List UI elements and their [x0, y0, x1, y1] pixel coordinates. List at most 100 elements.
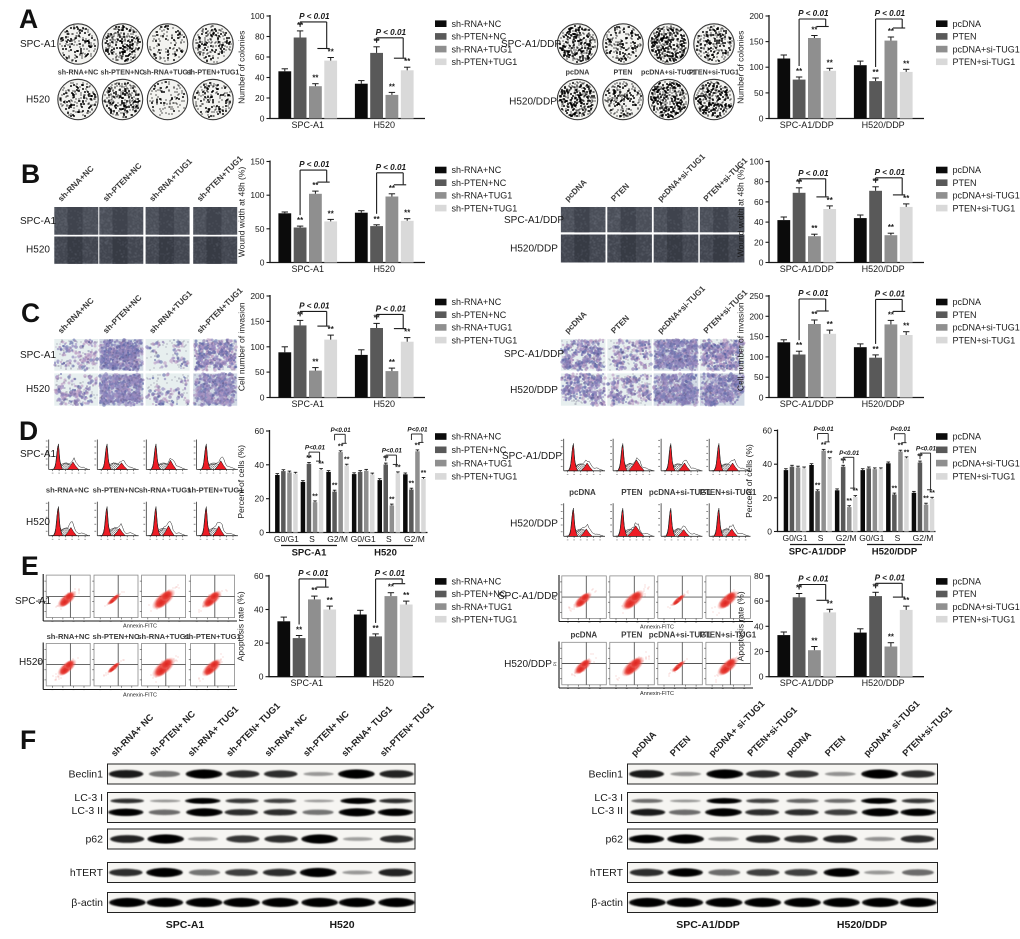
svg-text:G0/G1: G0/G1: [859, 533, 884, 543]
svg-text:50: 50: [754, 372, 764, 382]
svg-text:sh-RNA+NC: sh-RNA+NC: [452, 165, 502, 175]
svg-text:0: 0: [759, 114, 764, 124]
svg-text:sh-RNA+NC: sh-RNA+NC: [47, 632, 91, 641]
svg-text:**: **: [827, 450, 833, 457]
svg-text:**: **: [888, 223, 895, 232]
svg-text:D: D: [19, 416, 38, 446]
svg-text:0: 0: [259, 528, 264, 538]
svg-text:**: **: [853, 488, 859, 495]
svg-text:sh-PTEN+TUG1: sh-PTEN+TUG1: [452, 335, 518, 345]
svg-text:Annexin-FITC: Annexin-FITC: [640, 625, 674, 631]
svg-text:**: **: [338, 443, 344, 450]
svg-text:G0/G1: G0/G1: [274, 534, 299, 544]
svg-text:80: 80: [754, 571, 764, 581]
svg-text:150: 150: [250, 157, 264, 167]
svg-text:60: 60: [754, 197, 764, 207]
svg-text:**: **: [404, 328, 411, 337]
svg-text:P<0.01: P<0.01: [890, 426, 911, 433]
svg-text:150: 150: [749, 37, 763, 47]
svg-text:E: E: [21, 551, 39, 581]
svg-text:pcDNA: pcDNA: [569, 488, 596, 497]
svg-text:**: **: [903, 59, 910, 68]
svg-text:50: 50: [754, 88, 764, 98]
svg-text:**: **: [892, 486, 898, 493]
svg-text:sh-RNA+NC: sh-RNA+NC: [452, 432, 502, 442]
svg-text:**: **: [421, 470, 427, 477]
svg-text:G2/M: G2/M: [327, 534, 348, 544]
svg-text:**: **: [846, 498, 852, 505]
svg-text:P < 0.01: P < 0.01: [299, 160, 330, 169]
svg-text:sh-PTEN+TUG1: sh-PTEN+TUG1: [187, 69, 240, 77]
svg-text:**: **: [873, 345, 880, 354]
svg-text:sh-PTEN+TUG1: sh-PTEN+TUG1: [452, 57, 518, 67]
svg-text:SPC-A1/DDP: SPC-A1/DDP: [780, 678, 834, 688]
svg-text:PTEN+si-TUG1: PTEN+si-TUG1: [953, 472, 1016, 482]
svg-text:100: 100: [250, 11, 264, 21]
svg-text:40: 40: [754, 621, 764, 631]
svg-text:β-actin: β-actin: [71, 897, 103, 909]
svg-text:**: **: [404, 209, 411, 218]
svg-text:PTEN: PTEN: [953, 589, 977, 599]
svg-text:PI: PI: [553, 596, 558, 600]
svg-text:H520: H520: [26, 245, 50, 256]
svg-text:**: **: [404, 57, 411, 66]
svg-text:sh-PTEN+NC: sh-PTEN+NC: [452, 32, 507, 42]
svg-text:**: **: [297, 216, 304, 225]
svg-text:0: 0: [759, 672, 764, 682]
svg-text:Number of colonies: Number of colonies: [236, 31, 246, 104]
svg-text:60: 60: [254, 571, 264, 581]
svg-text:SPC-A1/DDP: SPC-A1/DDP: [498, 591, 558, 602]
svg-text:sh-RNA+TUG1: sh-RNA+TUG1: [452, 602, 513, 612]
svg-text:pcDNA+si-TUG1: pcDNA+si-TUG1: [953, 44, 1020, 54]
svg-text:P < 0.01: P < 0.01: [798, 9, 829, 18]
svg-text:**: **: [389, 497, 395, 504]
svg-text:Apoptosis rate (%): Apoptosis rate (%): [736, 591, 746, 661]
svg-text:β-actin: β-actin: [591, 897, 623, 909]
svg-text:H520/DDP: H520/DDP: [510, 244, 558, 255]
svg-text:**: **: [389, 82, 396, 91]
svg-text:**: **: [388, 583, 395, 592]
svg-text:40: 40: [254, 605, 264, 615]
svg-text:0: 0: [260, 258, 265, 268]
svg-text:40: 40: [255, 73, 265, 83]
svg-text:**: **: [904, 449, 910, 456]
svg-text:SPC-A1: SPC-A1: [291, 264, 324, 274]
svg-text:SPC-A1: SPC-A1: [292, 548, 328, 559]
svg-text:SPC-A1/DDP: SPC-A1/DDP: [780, 399, 834, 409]
svg-text:pcDNA: pcDNA: [566, 69, 590, 77]
svg-text:SPC-A1/DDP: SPC-A1/DDP: [780, 120, 834, 130]
svg-text:20: 20: [754, 237, 764, 247]
svg-text:H520/DDP: H520/DDP: [862, 399, 905, 409]
svg-text:p62: p62: [605, 834, 623, 846]
svg-text:PTEN: PTEN: [621, 631, 643, 640]
svg-text:SPC-A1: SPC-A1: [20, 216, 57, 227]
svg-text:P<0.01: P<0.01: [916, 446, 937, 453]
svg-text:**: **: [389, 184, 396, 193]
svg-text:**: **: [873, 68, 880, 77]
svg-text:G0/G1: G0/G1: [351, 534, 376, 544]
svg-text:sh-RNA+NC: sh-RNA+NC: [46, 486, 90, 495]
svg-text:**: **: [374, 215, 381, 224]
svg-text:Wound width at 48h (%): Wound width at 48h (%): [237, 167, 247, 258]
svg-text:sh-RNA+TUG1: sh-RNA+TUG1: [452, 323, 513, 333]
svg-text:0: 0: [260, 393, 265, 403]
svg-text:sh-RNA+NC: sh-RNA+NC: [58, 69, 98, 77]
svg-text:H520/DDP: H520/DDP: [504, 659, 552, 670]
svg-text:F: F: [20, 725, 36, 755]
svg-text:SPC-A1/DDP: SPC-A1/DDP: [789, 547, 847, 558]
svg-text:**: **: [312, 74, 319, 83]
svg-text:sh-PTEN+NC: sh-PTEN+NC: [101, 69, 145, 77]
svg-text:Apoptosis rate (%): Apoptosis rate (%): [236, 591, 246, 661]
svg-text:B: B: [21, 159, 40, 189]
svg-text:pcDNA+si-TUG1: pcDNA+si-TUG1: [953, 602, 1020, 612]
svg-text:sh-RNA+TUG1: sh-RNA+TUG1: [137, 632, 190, 641]
svg-text:SPC-A1: SPC-A1: [15, 596, 52, 607]
svg-text:Percent of cells (%): Percent of cells (%): [236, 445, 246, 519]
svg-text:**: **: [306, 455, 312, 462]
svg-text:20: 20: [255, 93, 265, 103]
svg-text:100: 100: [749, 62, 763, 72]
svg-text:H520/DDP: H520/DDP: [837, 919, 887, 931]
svg-text:P<0.01: P<0.01: [305, 445, 326, 452]
svg-text:sh-RNA+TUG1: sh-RNA+TUG1: [452, 44, 513, 54]
svg-text:sh-RNA+NC: sh-RNA+NC: [452, 577, 502, 587]
